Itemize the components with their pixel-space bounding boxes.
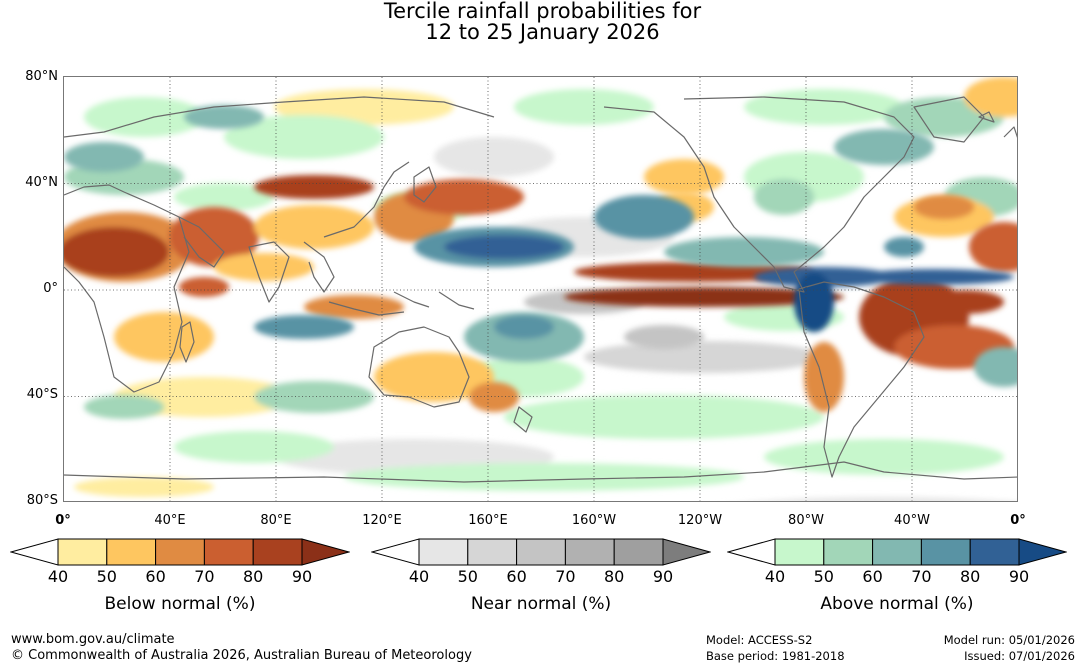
legend-tick-label: 90 (652, 567, 674, 586)
legend-tick-label: 60 (862, 567, 883, 586)
legend-swatch (155, 538, 205, 566)
legend-swatch (106, 538, 157, 566)
legend-swatch (203, 538, 254, 566)
footer-issued: Issued: 07/01/2026 (964, 649, 1075, 663)
legend-swatch (969, 538, 1020, 566)
legend-arrow-low (727, 538, 776, 566)
legend-tick-label: 80 (243, 567, 264, 586)
legend-title-below: Below normal (%) (104, 594, 256, 614)
legend-tick-label: 90 (1008, 567, 1030, 586)
lon-label-80e: 80°E (260, 513, 292, 528)
legend-colorbar (727, 538, 1067, 566)
legend-arrow-high (1018, 538, 1067, 566)
legend-arrow-low (10, 538, 59, 566)
legend-title-near: Near normal (%) (470, 594, 612, 614)
legend-tick-label: 90 (291, 567, 313, 586)
lon-label-160e: 160°E (468, 513, 508, 528)
lon-label-160w: 160°W (571, 513, 617, 528)
lon-label-0-left: 0° (55, 513, 71, 528)
map-title-line1: Tercile rainfall probabilities for (383, 0, 702, 23)
legend-colorbar (10, 538, 350, 566)
rainfall-probability-map (63, 76, 1018, 502)
legend-tick-label: 60 (506, 567, 527, 586)
lon-label-0-right: 0° (1010, 513, 1026, 528)
footer-base-period: Base period: 1981-2018 (706, 649, 845, 663)
legend-near-normal (371, 538, 711, 566)
lon-label-40e: 40°E (154, 513, 186, 528)
legend-above-normal (727, 538, 1067, 566)
legend-tick-label: 40 (47, 567, 69, 586)
legend-swatch (57, 538, 108, 566)
legend-tick-label: 80 (960, 567, 981, 586)
legend-swatch (467, 538, 518, 566)
legend-below-normal (10, 538, 350, 566)
legend-swatch (564, 538, 615, 566)
legend-arrow-low (371, 538, 420, 566)
lon-label-80w: 80°W (788, 513, 824, 528)
legend-tick-label: 70 (194, 567, 215, 586)
map-title-line2: 12 to 25 January 2026 (425, 20, 660, 44)
coastlines (64, 96, 1017, 483)
legend-swatch (252, 538, 303, 566)
legend-tick-label: 70 (555, 567, 576, 586)
legend-swatch (774, 538, 825, 566)
lon-label-40w: 40°W (894, 513, 930, 528)
legend-arrow-high (301, 538, 350, 566)
legend-tick-label: 80 (604, 567, 625, 586)
footer-model: Model: ACCESS-S2 (706, 633, 813, 647)
legend-tick-label: 70 (911, 567, 932, 586)
above-normal-regions (64, 105, 1017, 419)
legend-swatch (920, 538, 971, 566)
lat-label-40s: 40°S (26, 387, 58, 402)
legend-colorbar (371, 538, 711, 566)
footer-website: www.bom.gov.au/climate (11, 632, 175, 647)
lon-label-120e: 120°E (362, 513, 402, 528)
legend-swatch (823, 538, 874, 566)
lat-label-80s: 80°S (26, 493, 58, 508)
legend-tick-label: 50 (457, 567, 478, 586)
legend-arrow-high (662, 538, 711, 566)
legend-swatch (872, 538, 922, 566)
lat-label-eq: 0° (43, 281, 58, 296)
footer-copyright: © Commonwealth of Australia 2026, Austra… (11, 648, 472, 663)
legend-tick-label: 60 (145, 567, 166, 586)
legend-swatch (418, 538, 469, 566)
footer-model-run: Model run: 05/01/2026 (943, 633, 1075, 647)
lat-label-80n: 80°N (25, 69, 58, 84)
legend-swatch (613, 538, 664, 566)
lon-label-120w: 120°W (677, 513, 723, 528)
gridlines (64, 77, 1017, 501)
lat-label-40n: 40°N (25, 175, 58, 190)
legend-tick-label: 50 (96, 567, 117, 586)
legend-title-above: Above normal (%) (820, 594, 974, 614)
legend-tick-label: 40 (408, 567, 430, 586)
legend-tick-label: 50 (813, 567, 834, 586)
legend-swatch (516, 538, 566, 566)
map-canvas (64, 77, 1017, 501)
legend-tick-label: 40 (764, 567, 786, 586)
